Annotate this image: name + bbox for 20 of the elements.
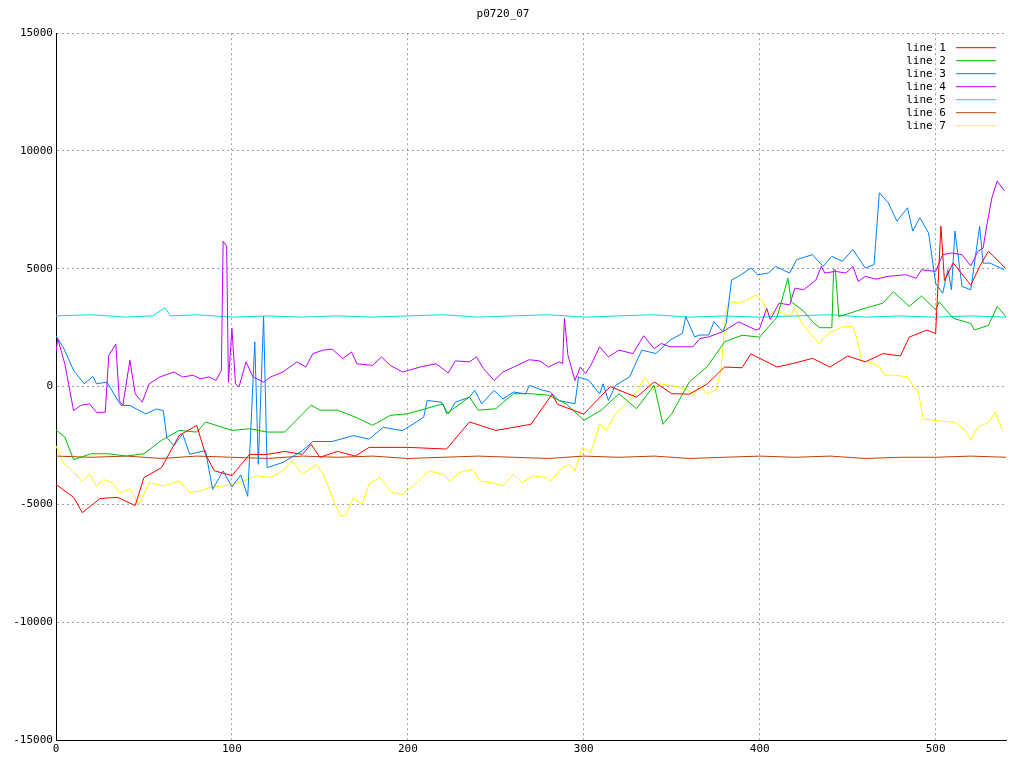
y-tick-label: 5000	[26, 261, 53, 275]
y-tick-label: -15000	[13, 732, 53, 746]
y-tick-label: -5000	[19, 497, 53, 511]
legend-label: line 4	[906, 79, 947, 93]
y-tick-label: -10000	[13, 615, 53, 629]
x-tick-label: 100	[221, 742, 242, 756]
y-tick-label: 0	[46, 379, 53, 393]
legend-label: line 7	[906, 118, 946, 132]
legend-label: line 1	[906, 40, 946, 54]
chart-title: p0720_07	[476, 7, 530, 21]
legend-label: line 2	[906, 53, 946, 67]
y-tick-label: 15000	[19, 26, 53, 40]
y-tick-label: 10000	[19, 143, 53, 157]
legend-label: line 3	[906, 66, 946, 80]
x-tick-label: 300	[573, 742, 594, 756]
x-tick-label: 500	[925, 742, 946, 756]
x-tick-label: 400	[749, 742, 770, 756]
legend-label: line 6	[906, 105, 946, 119]
x-tick-label: 200	[397, 742, 418, 756]
legend-label: line 5	[906, 92, 946, 106]
